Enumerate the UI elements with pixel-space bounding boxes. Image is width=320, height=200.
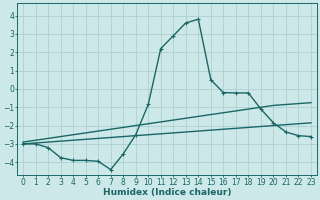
X-axis label: Humidex (Indice chaleur): Humidex (Indice chaleur) (103, 188, 231, 197)
